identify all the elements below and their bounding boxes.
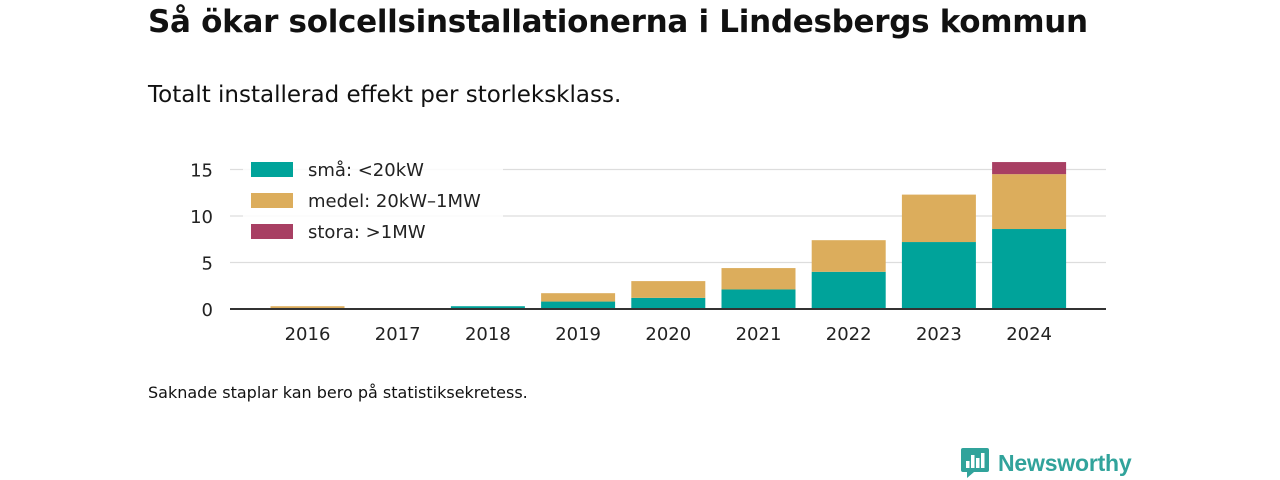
legend-swatch xyxy=(251,162,293,177)
footnote: Saknade staplar kan bero på statistiksek… xyxy=(148,383,528,402)
x-tick-label: 2024 xyxy=(1006,324,1052,345)
chart-title: Så ökar solcellsinstallationerna i Linde… xyxy=(148,4,1088,40)
bar-segment xyxy=(450,306,525,309)
legend-swatch xyxy=(251,193,293,208)
stacked-bar-chart: 0 5 10 15 2016 2017 2018 2019 2020 2021 2022 2023 20… xyxy=(190,160,1106,345)
legend-label: små: <20kW xyxy=(308,160,424,181)
bar-segment xyxy=(721,289,796,309)
bar-segment xyxy=(541,293,616,302)
bar-segment xyxy=(631,281,706,298)
y-tick-label: 10 xyxy=(190,207,213,228)
bar-segment xyxy=(992,162,1067,175)
legend-label: medel: 20kW–1MW xyxy=(308,191,481,212)
bar-segment xyxy=(901,242,976,309)
legend-label: stora: >1MW xyxy=(308,222,426,243)
bar-segment xyxy=(901,194,976,243)
bar-segment xyxy=(992,174,1067,230)
bar-segment xyxy=(811,240,886,272)
x-tick-label: 2020 xyxy=(645,324,691,345)
chart-subtitle: Totalt installerad effekt per storlekskl… xyxy=(148,82,622,108)
x-tick-label: 2018 xyxy=(465,324,511,345)
x-tick-label: 2022 xyxy=(826,324,872,345)
x-tick-label: 2016 xyxy=(285,324,331,345)
x-tick-label: 2023 xyxy=(916,324,962,345)
x-tick-label: 2021 xyxy=(736,324,782,345)
bar-segment xyxy=(721,268,796,290)
bar-segment xyxy=(631,297,706,309)
legend-swatch xyxy=(251,224,293,239)
bar-segment xyxy=(811,271,886,309)
brand-name: Newsworthy xyxy=(998,449,1132,476)
bar-segment xyxy=(992,229,1067,309)
y-tick-label: 5 xyxy=(202,254,213,275)
brand-logo: Newsworthy xyxy=(960,446,1132,480)
bar-segment xyxy=(270,306,345,309)
x-tick-label: 2017 xyxy=(375,324,421,345)
y-tick-label: 0 xyxy=(202,300,213,321)
x-tick-label: 2019 xyxy=(555,324,601,345)
bar-segment xyxy=(541,301,616,309)
y-tick-label: 15 xyxy=(190,161,213,182)
newsworthy-logo-icon xyxy=(961,448,989,478)
